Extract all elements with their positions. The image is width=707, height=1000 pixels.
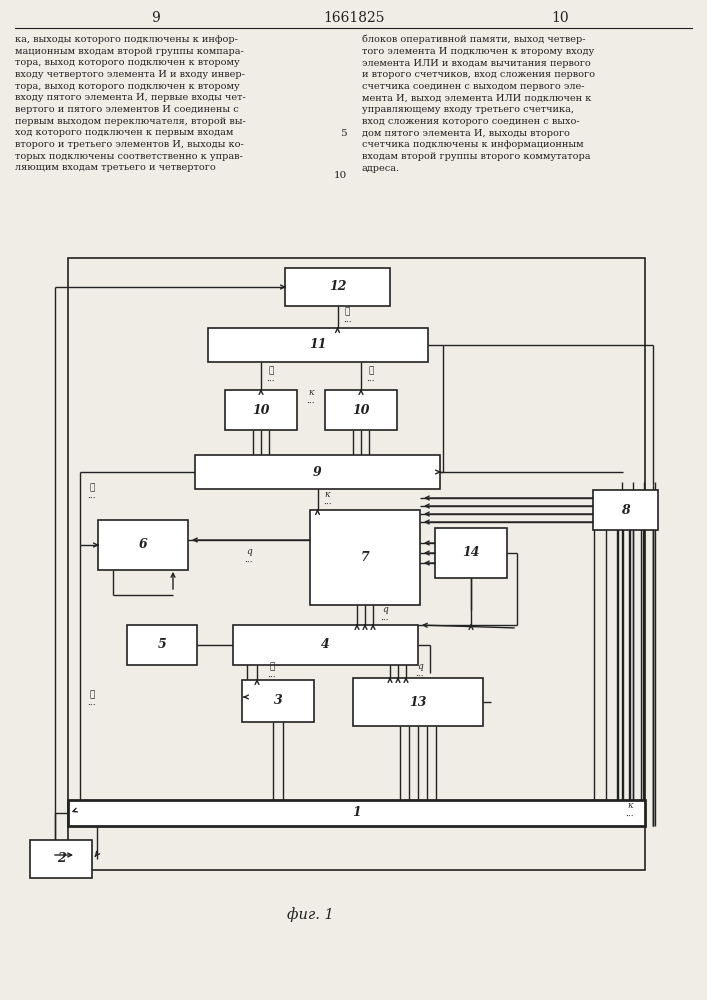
Text: q
···: q ··· — [416, 662, 424, 681]
Text: q
···: q ··· — [245, 547, 253, 567]
Text: ℓ
···: ℓ ··· — [268, 663, 276, 682]
Bar — [593, 490, 658, 530]
Text: 1661825: 1661825 — [323, 11, 385, 25]
Bar — [225, 390, 297, 430]
Text: 10: 10 — [252, 403, 270, 416]
Text: 12: 12 — [329, 280, 346, 294]
Text: к
···: к ··· — [626, 801, 634, 821]
Bar — [127, 625, 197, 665]
Text: ℓ
···: ℓ ··· — [88, 690, 96, 710]
Text: 7: 7 — [361, 551, 369, 564]
Text: ℓ
···: ℓ ··· — [343, 307, 352, 327]
Text: 13: 13 — [409, 696, 427, 708]
Text: 5: 5 — [340, 128, 347, 137]
Text: блоков оперативной памяти, выход четвер-
того элемента И подключен к второму вхо: блоков оперативной памяти, выход четвер-… — [362, 35, 595, 173]
Text: 10: 10 — [334, 170, 347, 180]
Text: 2: 2 — [57, 852, 65, 865]
Text: фиг. 1: фиг. 1 — [286, 908, 334, 922]
Text: 4: 4 — [321, 639, 330, 652]
Text: 5: 5 — [158, 639, 166, 652]
Text: 9: 9 — [151, 11, 159, 25]
Text: 1: 1 — [352, 806, 361, 820]
Bar — [435, 528, 507, 578]
Text: 3: 3 — [274, 694, 282, 708]
Bar — [310, 510, 420, 605]
Text: 6: 6 — [139, 538, 147, 552]
Text: ℓ
···: ℓ ··· — [88, 484, 96, 503]
Bar — [325, 390, 397, 430]
Text: 10: 10 — [551, 11, 569, 25]
Bar — [285, 268, 390, 306]
Text: ℓ
···: ℓ ··· — [267, 366, 275, 386]
Bar — [30, 840, 92, 878]
Bar — [98, 520, 188, 570]
Text: q
···: q ··· — [380, 605, 390, 625]
Bar — [208, 328, 428, 362]
Bar — [353, 678, 483, 726]
Bar — [68, 258, 645, 870]
Text: 11: 11 — [309, 338, 327, 352]
Text: 8: 8 — [621, 504, 630, 516]
Bar — [233, 625, 418, 665]
Bar — [195, 455, 440, 489]
Bar — [68, 800, 645, 826]
Text: 14: 14 — [462, 546, 480, 560]
Text: 9: 9 — [313, 466, 322, 479]
Text: к
···: к ··· — [307, 388, 315, 408]
Bar — [242, 680, 314, 722]
Text: ℓ
···: ℓ ··· — [367, 366, 375, 386]
Text: 10: 10 — [352, 403, 370, 416]
Text: к
···: к ··· — [323, 490, 332, 509]
Text: ка, выходы которого подключены к инфор-
мационным входам второй группы компара-
: ка, выходы которого подключены к инфор- … — [15, 35, 246, 172]
